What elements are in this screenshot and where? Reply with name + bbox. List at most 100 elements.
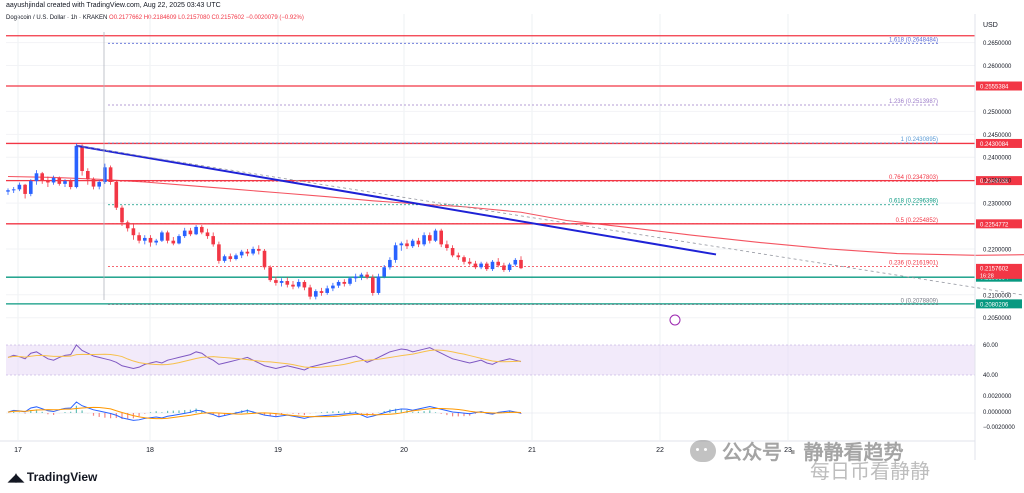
current-price-label: 0.2157602 [980,266,1009,272]
candle-body [428,235,432,241]
dashed-projection-line [76,145,1024,296]
candle-body [103,167,107,183]
candle-body [160,232,164,241]
candle-body [479,263,483,268]
candle-body [274,280,278,283]
price-tick-label: 0.2450000 [983,133,1012,139]
level-tag-label: 0.2349038 [980,179,1009,185]
fib-label: 0.236 (0.2161901) [889,260,938,266]
candle-body [234,255,238,260]
candle-body [257,248,261,251]
trend-line [76,144,717,256]
candle-body [405,243,409,247]
tradingview-logo[interactable]: ◢◣ TradingView [8,470,97,484]
price-tick-label: 0.2400000 [983,156,1012,162]
candle-body [6,190,10,192]
candle-body [496,261,500,266]
level-tag-label: 0.2430084 [980,142,1009,148]
ema-line [7,175,1024,256]
current-price-tag [976,263,1022,279]
candle-body [251,248,255,254]
rsi-level-label: 40.00 [983,373,999,379]
price-tick-label: 0.2300000 [983,202,1012,208]
symbol-legend: Dogecoin / U.S. Dollar · 1h · KRAKEN O0.… [6,15,304,21]
ohlc-values: O0.2177662 H0.2184609 L0.2157080 C0.2157… [109,15,304,21]
macd-pane: 0.0020000 0.0000000 −0.0020000 [6,394,1016,431]
horizontal-levels: 0.2555384 0.2430084 0.2349038 0.2254772 0.21… [6,35,1022,309]
candle-body [34,173,39,182]
rsi-pane: 60.00 40.00 [6,343,999,379]
fib-label: 1.618 (0.2648484) [889,37,938,43]
time-tick-label: 22 [656,447,664,454]
price-axis: 0.2650000 0.2600000 0.2500000 0.2450000 0.24… [974,14,1012,460]
fib-label: 1 (0.2430895) [901,137,938,143]
moving-average [7,175,1024,256]
candle-body [416,240,421,245]
watermark-text: 公众号 · 静静看趋势 [722,440,904,464]
wechat-icon [690,439,716,462]
candle-body [519,259,523,269]
watermark-sub: 每日币看静静 [810,459,930,483]
candle-body [205,232,210,237]
candle-body [23,184,27,194]
rsi-band [6,345,975,375]
price-tick-label: 0.2200000 [983,247,1012,253]
time-tick-label: 20 [400,447,408,454]
candles [6,143,523,300]
candle-body [165,232,170,241]
candle-body [154,240,158,243]
candle-body [268,267,272,281]
fib-label: 0.618 (0.2296398) [889,199,938,205]
candle-body [211,236,215,245]
price-tick-label: 0.2100000 [983,293,1012,299]
candle-body [490,261,495,270]
candle-body [433,230,438,241]
candle-body [74,145,79,188]
candle-body [29,181,33,194]
candle-body [439,230,443,245]
candle-body [502,265,506,271]
candle-body [80,145,84,171]
fib-levels: 1.618 (0.2648484) 1.236 (0.2513987) 1 (0.2… [108,37,940,305]
price-tick-label: 0.2050000 [983,316,1012,322]
candle-body [302,281,307,288]
candle-body [57,177,62,184]
candle-body [182,230,187,237]
current-time-label: 16:28 [980,273,994,279]
candle-body [222,256,227,261]
level-tag-label: 0.2254772 [980,222,1009,228]
candle-body [462,257,466,262]
time-tick-label: 21 [528,447,536,454]
candle-body [194,226,198,235]
candle-body [279,281,284,283]
macd-signal-line [7,406,522,420]
candle-body [365,274,369,278]
time-tick-label: 23 [784,447,792,454]
level-tag [976,176,1022,186]
candle-body [11,189,16,191]
candle-body [114,182,119,208]
candle-body [86,171,90,180]
time-tick-label: 18 [146,447,154,454]
candle-body [325,288,329,293]
candle-body [262,250,267,268]
candle-body [120,207,124,223]
candle-body [473,263,478,268]
candle-body [217,244,221,261]
candle-body [285,281,290,285]
candle-body [177,236,181,244]
grid [6,14,975,440]
candle-body [393,245,398,260]
alert-icon [669,314,681,326]
candle-body [331,285,335,289]
candle-body [450,248,455,256]
candle-body [137,235,141,241]
watermark: 公众号 · 静静看趋势 [690,436,904,465]
candle-body [143,237,147,241]
candle-body [245,251,250,254]
macd-level-label: 0.0020000 [983,394,1012,400]
candle-body [513,259,518,265]
candle-body [342,281,347,284]
candle-body [200,226,204,233]
